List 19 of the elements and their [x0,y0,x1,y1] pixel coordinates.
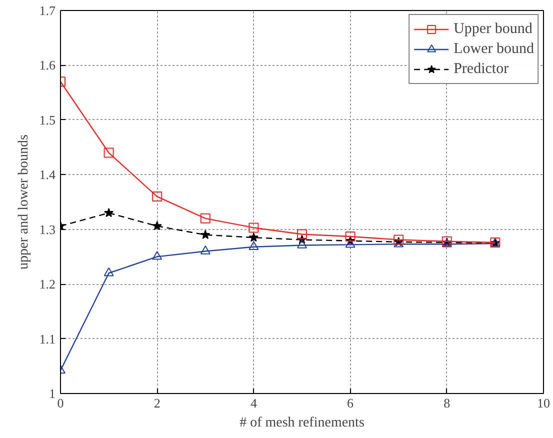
legend-label: Upper bound [454,20,532,38]
legend-label: Lower bound [454,40,534,58]
x-tick-label: 2 [154,396,160,410]
y-tick-label: 1.6 [39,58,56,73]
y-axis-title: upper and lower bounds [16,134,32,270]
legend-label: Predictor [454,60,509,78]
y-tick-label: 1.2 [39,276,56,292]
y-tick-label: 1.5 [39,112,56,128]
y-tick-label: 1.1 [39,331,56,346]
x-tick-label: 8 [444,396,450,410]
y-tick-label: 1 [49,386,56,401]
x-tick-label: 6 [347,396,354,410]
y-tick-label: 1.7 [39,3,56,18]
x-axis-title: # of mesh refinements [240,416,364,430]
y-tick-label: 1.4 [39,167,56,182]
y-tick-label: 1.3 [39,222,56,237]
x-tick-label: 0 [57,396,64,410]
x-tick-label: 4 [250,396,258,410]
x-tick-label: 10 [537,396,550,410]
